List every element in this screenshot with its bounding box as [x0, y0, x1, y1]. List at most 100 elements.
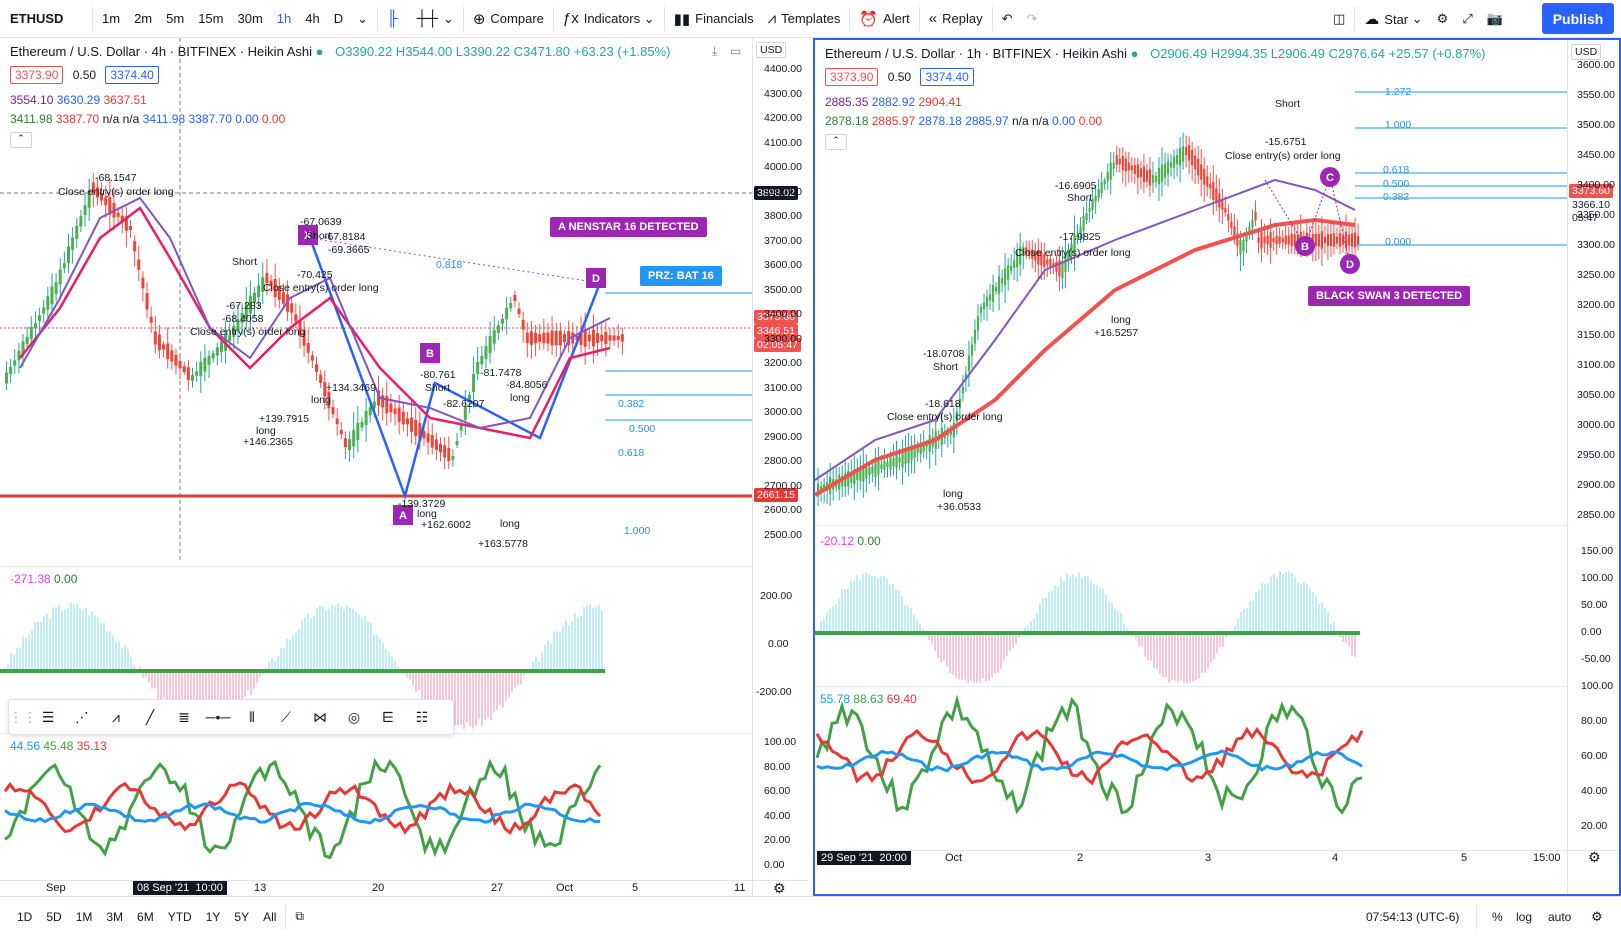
range-all[interactable]: All [263, 909, 277, 924]
left-price-axis[interactable] [752, 38, 808, 896]
price-axis-tick: 3150.00 [1577, 329, 1615, 341]
right-ohlc: O2906.49 H2994.35 L2906.49 C2976.64 +25.… [1150, 46, 1486, 61]
range-1y[interactable]: 1Y [205, 909, 221, 924]
horizontal-ray-icon[interactable]: ─•─ [205, 709, 231, 725]
fullscreen-icon[interactable]: ⤢ [1462, 11, 1473, 26]
layout-name-button[interactable]: ☁ Star ⌄ [1364, 11, 1423, 28]
alert-button[interactable]: ⏰ Alert [852, 0, 916, 38]
range-6m[interactable]: 6M [137, 909, 154, 924]
publish-button[interactable]: Publish [1542, 3, 1614, 34]
right-ask[interactable]: 3374.40 [920, 68, 974, 86]
clock-timezone[interactable]: 07:54:13 (UTC-6) [1366, 909, 1460, 924]
right-rsi-oscillator[interactable] [815, 686, 1567, 850]
left-time-11: 11 [734, 882, 746, 894]
left-price-chart[interactable]: X A B D [0, 38, 752, 562]
right-row3-v2: 2885.97 [871, 114, 916, 128]
zigzag-icon[interactable]: ⩘ [112, 708, 120, 725]
symbol-search[interactable]: ETHUSD [10, 11, 64, 26]
right-indicator-row2: 2885.35 2882.92 2904.41 [825, 95, 962, 109]
interval-1h[interactable]: 1h [276, 11, 292, 26]
left-time-crosshair-date: 08 Sep '21 [137, 882, 190, 894]
vertical-lines-icon[interactable]: ⫴ [249, 708, 255, 725]
candle-body [1118, 158, 1121, 165]
interval-15m[interactable]: 15m [198, 11, 224, 26]
candle-body [191, 375, 194, 381]
parallel-channel-icon[interactable]: ≣ [178, 708, 190, 725]
range-ytd[interactable]: YTD [167, 909, 192, 924]
candle-body [1022, 247, 1025, 256]
right-legend-collapse-chevron-icon[interactable]: ⌃ [825, 134, 847, 150]
left-maximize-icon[interactable]: ⤓ [712, 44, 718, 58]
drag-handle-icon[interactable]: ⋮⋮ [9, 708, 37, 725]
trend-points-icon[interactable]: ⋰ [75, 708, 89, 725]
candle-style-icon[interactable]: ┼┼ ⌄ [416, 10, 454, 27]
log-scale-toggle[interactable]: log [1516, 909, 1533, 924]
left-rsi-oscillator[interactable] [0, 733, 752, 880]
candle-body [604, 331, 608, 345]
bar-style-icon[interactable]: ╟ [387, 10, 398, 27]
candle-body [261, 277, 265, 292]
layout-select-icon[interactable]: ◫ [1333, 11, 1346, 26]
price-axis-tick: 3200.00 [1577, 299, 1615, 311]
interval-4h[interactable]: 4h [305, 11, 320, 26]
auto-scale-toggle[interactable]: auto [1548, 909, 1572, 924]
line-tool-icon[interactable]: ⟋ [281, 708, 291, 725]
interval-5m[interactable]: 5m [166, 11, 185, 26]
range-1m[interactable]: 1M [75, 909, 93, 924]
camera-icon[interactable]: 📷 [1486, 11, 1503, 26]
left-bid[interactable]: 3373.90 [10, 66, 64, 84]
interval-2m[interactable]: 2m [134, 11, 153, 26]
interval-30m[interactable]: 30m [237, 11, 263, 26]
indicators-button[interactable]: ƒx Indicators ⌄ [562, 10, 655, 27]
undo-icon[interactable]: ↶ [1001, 10, 1013, 26]
settings-gear-icon[interactable]: ⚙ [1591, 908, 1603, 924]
left-time-axis[interactable] [0, 880, 808, 896]
right-time-crosshair-hour: 20:00 [879, 852, 907, 864]
left-restore-icon[interactable]: ▭ [730, 44, 742, 58]
left-histogram-oscillator[interactable] [0, 566, 752, 729]
price-axis-tick: 3350.00 [1577, 209, 1615, 221]
horizontal-lines-icon[interactable]: ☰ [41, 708, 55, 725]
right-time-axis[interactable] [815, 850, 1619, 866]
range-5d[interactable]: 5D [46, 909, 62, 924]
range-3m[interactable]: 3M [106, 909, 124, 924]
left-ask[interactable]: 3374.40 [105, 66, 159, 84]
pattern-point-label: D [1346, 259, 1354, 271]
range-5y[interactable]: 5Y [234, 909, 250, 924]
goto-date-calendar-icon[interactable]: ⧉ [295, 909, 304, 923]
settings-gear-icon[interactable]: ⚙ [1436, 11, 1449, 26]
candle-body [844, 473, 847, 487]
left-chart-settings-gear-icon[interactable]: ⚙ [773, 880, 786, 896]
candle-body [985, 296, 989, 307]
right-chart-panel[interactable]: Ethereum / U.S. Dollar · 1h · BITFINEX ·… [813, 38, 1621, 896]
interval-1m[interactable]: 1m [102, 11, 121, 26]
right-chart-settings-gear-icon[interactable]: ⚙ [1588, 849, 1601, 865]
redo-icon[interactable]: ↷ [1026, 10, 1038, 26]
candle-body [1347, 234, 1351, 246]
alarm-clock-icon: ⏰ [859, 10, 879, 28]
interval-dropdown-chevron-icon[interactable]: ⌄ [357, 10, 369, 26]
compare-button[interactable]: ⊕ Compare [466, 0, 551, 38]
left-currency-label[interactable]: USD [756, 42, 787, 58]
interval-d[interactable]: D [333, 11, 344, 26]
candle-body [1103, 180, 1106, 185]
right-price-chart[interactable]: CBD [815, 40, 1567, 522]
fib-extension-icon[interactable]: ☷ [415, 708, 429, 725]
cycle-icon[interactable]: ◎ [347, 708, 361, 725]
right-histogram-oscillator[interactable] [815, 525, 1567, 683]
percent-scale-toggle[interactable]: % [1492, 909, 1503, 924]
replay-button[interactable]: « Replay [922, 0, 990, 38]
legend-collapse-chevron-icon[interactable]: ⌃ [10, 132, 32, 148]
right-bid[interactable]: 3373.90 [825, 68, 879, 86]
left-chart-panel[interactable]: Ethereum / U.S. Dollar · 4h · BITFINEX ·… [0, 38, 808, 896]
templates-button[interactable]: ⩘ Templates [761, 0, 848, 38]
right-price-axis[interactable] [1567, 40, 1619, 894]
fib-retracement-icon[interactable]: ⋿ [381, 708, 395, 725]
range-1d[interactable]: 1D [17, 909, 33, 924]
financials-button[interactable]: ▮▮ Financials [667, 0, 761, 38]
right-currency-label[interactable]: USD [1571, 44, 1602, 60]
candle-body [616, 335, 620, 341]
xabcd-pattern-icon[interactable]: ⋈ [313, 708, 327, 725]
trendline-icon[interactable]: ╱ [145, 708, 155, 725]
strategy-annotation: Short [1275, 98, 1301, 110]
